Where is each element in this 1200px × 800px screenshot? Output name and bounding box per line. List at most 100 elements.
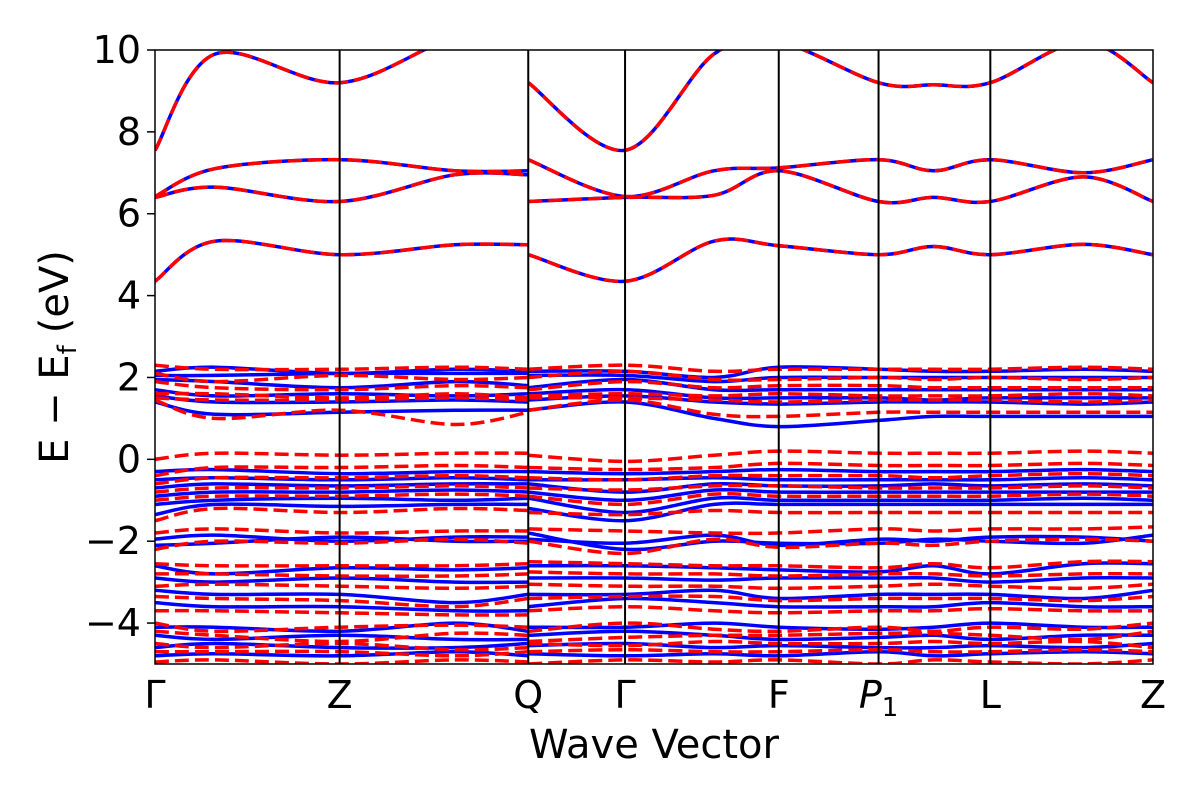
band-line <box>528 483 1153 492</box>
band-line <box>155 633 529 642</box>
band-line <box>528 604 1153 615</box>
band-line <box>528 629 1153 642</box>
y-tick-label: 8 <box>117 110 141 154</box>
x-tick-label-main: F <box>768 673 790 717</box>
x-tick-label-subscript: 1 <box>882 693 899 723</box>
bands-layer <box>155 50 1153 664</box>
y-axis-ticks: −4 −2 0 2 4 6 8 10 <box>85 28 155 645</box>
band-line <box>155 582 529 591</box>
band-line <box>528 487 1153 503</box>
x-tick-label: F <box>768 673 790 717</box>
x-tick-label-main: Z <box>1140 673 1166 717</box>
band-line <box>528 461 1153 472</box>
band-line <box>528 561 1153 576</box>
y-tick-label: 0 <box>117 437 141 481</box>
y-tick-label: 4 <box>117 274 141 318</box>
band-series-solid <box>155 50 1153 658</box>
band-line <box>528 467 1153 476</box>
band-line <box>155 50 428 152</box>
band-line <box>528 363 1153 374</box>
band-line <box>527 157 1153 199</box>
band-line <box>528 501 1153 523</box>
y-tick-label: 10 <box>93 28 141 72</box>
band-line <box>155 506 529 523</box>
band-line <box>528 582 1153 591</box>
x-axis-ticks: Γ Z Q Γ F P1 L Z <box>144 673 1166 723</box>
band-line <box>155 400 529 417</box>
x-axis-label: Wave Vector <box>529 722 780 768</box>
band-line <box>528 169 1153 205</box>
band-line <box>528 621 1153 634</box>
x-tick-label: Z <box>1140 673 1166 717</box>
y-tick-label: −2 <box>85 519 141 563</box>
band-line <box>527 237 1153 284</box>
band-line <box>155 157 529 199</box>
band-line <box>528 537 1153 556</box>
x-tick-label-main: L <box>980 673 1001 717</box>
band-line <box>528 392 1153 398</box>
band-line <box>528 629 1153 644</box>
band-line <box>528 641 1153 650</box>
band-line <box>528 476 1153 482</box>
band-line <box>155 658 529 664</box>
band-line <box>155 467 529 476</box>
x-tick-label: P1 <box>859 673 898 723</box>
band-line <box>528 508 1153 517</box>
band-line <box>528 471 1153 482</box>
y-tick-label: 6 <box>117 192 141 236</box>
band-line <box>155 576 529 585</box>
band-line <box>155 377 529 390</box>
band-line <box>155 238 529 283</box>
band-line <box>155 50 428 152</box>
band-line <box>528 647 1153 654</box>
band-line <box>527 50 1153 153</box>
band-line <box>528 533 1153 548</box>
band-line <box>155 238 529 283</box>
band-line <box>528 387 1153 402</box>
band-line <box>155 157 529 199</box>
band-line <box>528 570 1153 578</box>
band-line <box>528 639 1153 650</box>
band-line <box>528 594 1153 603</box>
x-tick-label: Γ <box>614 673 635 717</box>
band-line <box>528 481 1153 494</box>
band-line <box>155 561 529 568</box>
band-line <box>528 449 1153 464</box>
band-line <box>155 171 529 204</box>
y-tick-label: 2 <box>117 355 141 399</box>
x-tick-label: Q <box>513 673 543 717</box>
band-line <box>528 621 1153 631</box>
band-line <box>528 649 1153 658</box>
x-tick-label-main: Γ <box>614 673 635 717</box>
band-line <box>528 379 1153 392</box>
band-line <box>155 600 529 613</box>
band-line <box>528 525 1153 536</box>
band-line <box>155 451 529 462</box>
band-line <box>528 377 1153 393</box>
band-line <box>527 50 1153 153</box>
x-tick-label: L <box>980 673 1001 717</box>
band-line <box>528 596 1153 609</box>
band-line <box>528 588 1153 601</box>
x-tick-label-main: Z <box>327 673 353 717</box>
band-line <box>528 559 1153 570</box>
x-tick-label-main: Γ <box>144 673 165 717</box>
high-symmetry-lines <box>338 50 992 664</box>
band-line <box>528 398 1153 419</box>
y-tick-label: −4 <box>85 601 141 645</box>
band-line <box>528 369 1153 382</box>
band-line <box>528 495 1153 515</box>
y-axis-label-unit: (eV) <box>32 250 78 333</box>
band-line <box>528 396 1153 404</box>
band-line <box>528 394 1153 406</box>
plot-frame <box>154 49 1154 665</box>
y-axis-label-subscript: f <box>53 344 83 354</box>
band-line <box>528 575 1153 584</box>
x-tick-label: Γ <box>144 673 165 717</box>
band-line <box>528 492 1153 507</box>
x-tick-label-main: P <box>859 673 882 717</box>
y-axis-label-main: E − E <box>32 354 78 464</box>
band-line <box>155 527 529 535</box>
x-tick-label-main: Q <box>513 673 543 717</box>
